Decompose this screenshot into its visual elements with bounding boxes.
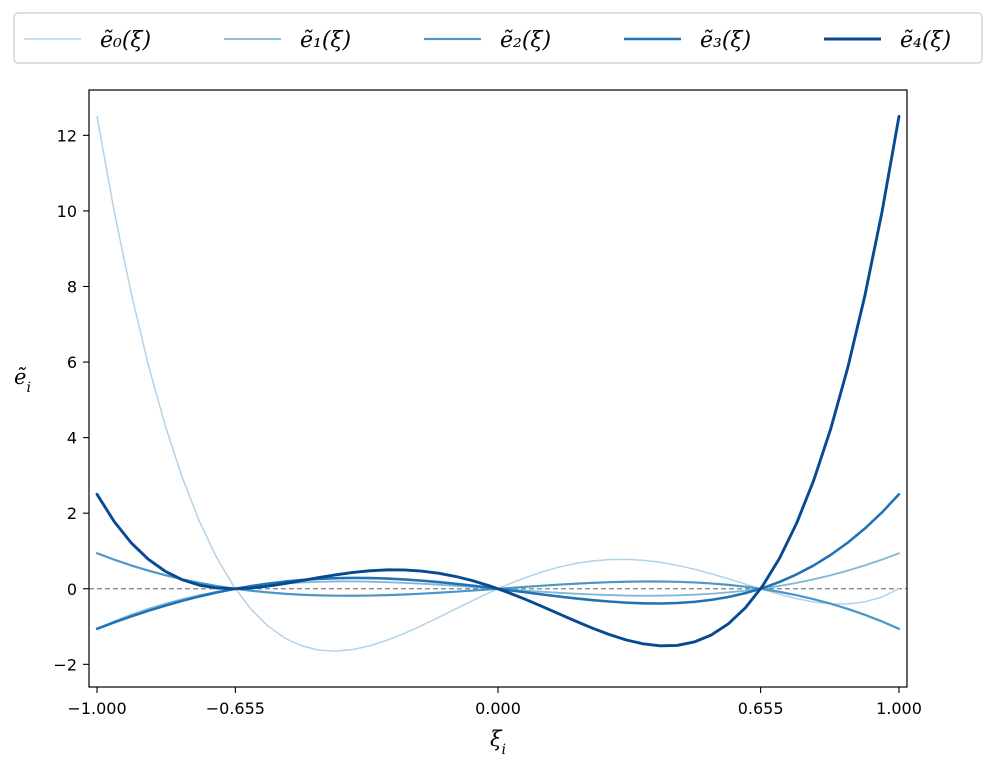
y-tick-label: 6 [67,353,77,372]
legend-label-e2: ẽ₂(ξ) [500,28,551,53]
series-group [95,114,901,652]
plot-area [89,90,907,687]
x-tick-label: 1.000 [876,699,922,718]
y-axis-label: ẽi [14,365,31,396]
legend-frame [13,12,983,64]
x-axis: −1.000 −0.655 0.000 0.655 1.000 [67,687,922,718]
y-tick-label: 0 [67,580,77,599]
legend-label-e0: ẽ₀(ξ) [100,28,151,53]
y-tick-label: 8 [67,277,77,296]
x-axis-label: ξi [490,727,506,758]
y-tick-label: −2 [53,655,77,674]
x-axis-label-sub: i [502,742,506,758]
y-tick-label: 2 [67,504,77,523]
legend-items: ẽ₀(ξ) ẽ₁(ξ) ẽ₂(ξ) ẽ₃(ξ) ẽ₄(ξ) [24,28,951,53]
y-tick-label: 10 [57,202,77,221]
legend-label-e1: ẽ₁(ξ) [300,28,351,53]
y-tick-label: 12 [57,126,77,145]
x-tick-label: 0.655 [738,699,784,718]
x-tick-label: −0.655 [206,699,265,718]
legend [13,12,983,64]
y-axis: −2 0 2 4 6 8 10 12 [53,126,89,674]
y-tick-label: 4 [67,429,77,448]
series-line-e4 [95,114,901,648]
y-axis-label-base: ẽ [14,365,27,389]
legend-label-e3: ẽ₃(ξ) [700,28,751,53]
y-axis-label-sub: i [26,380,30,396]
x-tick-label: −1.000 [67,699,126,718]
x-axis-label-base: ξ [490,727,503,751]
x-tick-label: 0.000 [475,699,521,718]
legend-label-e4: ẽ₄(ξ) [900,28,951,53]
